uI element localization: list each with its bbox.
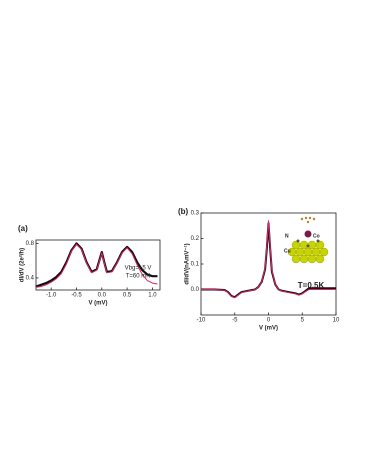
- inset-label: Cu: [284, 248, 291, 254]
- y-tick-label: 0.4: [26, 276, 35, 282]
- panel-label: (a): [18, 224, 28, 233]
- annotation: Vbg=+5 V: [125, 266, 152, 272]
- y-tick-label: 0.8: [26, 241, 35, 247]
- y-tick-label: 0.1: [191, 262, 200, 268]
- data-line: [201, 220, 336, 299]
- y-axis-label: dI/dV(nAmV⁻¹): [184, 243, 191, 284]
- x-tick-label: 5: [301, 318, 305, 324]
- y-axis-label: dI/dV (2e²/h): [19, 248, 26, 282]
- x-tick-label: -5: [232, 318, 238, 324]
- x-axis-label: V (mV): [259, 326, 278, 332]
- inset-label: Co: [313, 233, 320, 239]
- data-line: [35, 243, 158, 288]
- annotation: T=60 mK: [126, 274, 151, 280]
- molecule-inset: [287, 216, 329, 264]
- x-axis-label: V (mV): [88, 301, 107, 307]
- x-tick-label: 0.5: [123, 293, 132, 299]
- x-tick-label: 0: [267, 318, 271, 324]
- annotation: T=0.5K: [298, 281, 325, 290]
- x-tick-label: 1.0: [148, 293, 157, 299]
- plot-frame: [35, 239, 161, 291]
- panel-label: (b): [178, 207, 189, 216]
- x-tick-label: -1.0: [46, 293, 57, 299]
- y-tick-label: 0.3: [191, 211, 200, 217]
- x-tick-label: 10: [333, 318, 340, 324]
- y-tick-label: 0.0: [191, 287, 200, 293]
- inset-label: N: [285, 233, 289, 239]
- x-tick-label: 0.0: [98, 293, 107, 299]
- y-tick-label: 0.2: [191, 236, 200, 242]
- x-tick-label: -10: [197, 318, 206, 324]
- x-tick-label: -0.5: [71, 293, 82, 299]
